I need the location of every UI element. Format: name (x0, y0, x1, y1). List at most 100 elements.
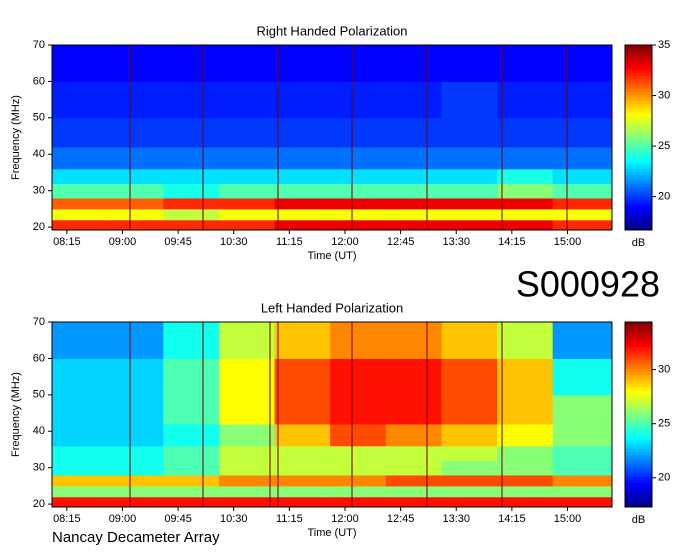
heat-cell (497, 197, 554, 210)
colorbar-slice (625, 371, 652, 375)
heat-cell (274, 423, 331, 447)
heat-cell (385, 474, 442, 487)
heat-cell (552, 197, 613, 210)
colorbar-slice (625, 223, 652, 228)
x-tick-label: 09:45 (164, 513, 192, 525)
colorbar-tick-label: 30 (658, 89, 670, 101)
colorbar-slice (625, 359, 652, 363)
colorbar-slice (625, 69, 652, 74)
heat-cell (274, 146, 331, 170)
caption: Nancay Decameter Array (52, 529, 220, 546)
heat-cell (441, 146, 498, 170)
colorbar-tick-label: 25 (658, 140, 670, 152)
colorbar-slice (625, 436, 652, 440)
heat-cell (497, 485, 554, 498)
heat-cell (497, 496, 554, 508)
colorbar-slice (625, 214, 652, 219)
heat-cell (552, 485, 613, 498)
colorbar-slice (625, 476, 652, 480)
heat-cell (107, 197, 164, 210)
colorbar-slice (625, 383, 652, 388)
colorbar-slice (625, 162, 652, 166)
heat-cell (441, 168, 498, 184)
heat-cell (552, 208, 613, 221)
colorbar-slice (625, 91, 652, 95)
heat-cell (52, 445, 109, 461)
y-axis-label: Frequency (MHz) (10, 372, 22, 457)
x-tick-label: 11:15 (276, 236, 303, 248)
colorbar-slice (625, 196, 652, 200)
colorbar-tick-label: 20 (658, 472, 670, 484)
colorbar-slice (625, 143, 652, 148)
x-tick-label: 15:00 (554, 236, 582, 248)
heat-cell (497, 394, 554, 425)
heat-cell (552, 219, 613, 231)
heat-cell (107, 474, 164, 487)
heat-cell (552, 445, 613, 461)
heat-cell (552, 146, 613, 170)
colorbar-slice (625, 460, 652, 465)
heat-cell (52, 183, 109, 199)
colorbar-slice (625, 85, 652, 89)
x-tick-label: 11:15 (276, 513, 303, 525)
heat-cell (218, 81, 276, 119)
colorbar-slice (625, 112, 652, 117)
colorbar-slice (625, 488, 652, 493)
heat-cell (441, 460, 498, 476)
colorbar-slice (625, 448, 652, 452)
heat-cell (107, 322, 164, 359)
heat-cell (497, 445, 554, 461)
colorbar-slice (625, 470, 652, 474)
y-axis-label: Frequency (MHz) (10, 95, 22, 180)
heat-cell (441, 197, 498, 210)
heat-cell (218, 474, 276, 487)
heat-cell (385, 81, 442, 119)
colorbar-slice (625, 365, 652, 369)
colorbar-slice (625, 82, 652, 86)
heat-cell (107, 219, 164, 231)
colorbar-slice (625, 97, 652, 101)
colorbar-slice (625, 377, 652, 382)
heat-cell (552, 460, 613, 476)
colorbar-slice (625, 122, 652, 126)
heat-cell (163, 146, 220, 170)
colorbar-slice (625, 420, 652, 425)
heat-cell (552, 358, 613, 396)
heat-cell (107, 168, 164, 184)
heat-cell (218, 358, 276, 396)
colorbar-slice (625, 374, 652, 378)
heat-cell (552, 183, 613, 199)
heat-cell (330, 197, 387, 210)
colorbar-slice (625, 140, 652, 145)
heat-cell (52, 146, 109, 170)
heat-cell (385, 183, 442, 199)
heat-cell (163, 496, 220, 508)
heat-cell (441, 496, 498, 508)
y-tick-label: 70 (33, 39, 45, 51)
colorbar-slice (625, 429, 652, 434)
colorbar-slice (625, 503, 652, 508)
colorbar-slice (625, 202, 652, 206)
colorbar-slice (625, 149, 652, 154)
heat-cell (552, 423, 613, 447)
heat-cell (385, 445, 442, 461)
heat-cell (52, 322, 109, 359)
heat-cell (218, 197, 276, 210)
heat-cell (497, 322, 554, 359)
heat-cell (441, 183, 498, 199)
heat-cell (441, 219, 498, 231)
colorbar-slice (625, 193, 652, 197)
x-tick-label: 12:00 (331, 513, 359, 525)
colorbar-slice (625, 152, 652, 157)
heat-cell (274, 496, 331, 508)
y-tick-label: 70 (33, 316, 45, 328)
colorbar-slice (625, 466, 652, 471)
x-tick-label: 15:00 (554, 513, 582, 525)
y-tick-label: 40 (33, 148, 45, 160)
heat-cell (441, 208, 498, 221)
x-tick-label: 08:15 (53, 513, 81, 525)
heat-cell (330, 146, 387, 170)
colorbar-slice (625, 399, 652, 403)
colorbar-slice (625, 389, 652, 394)
colorbar-slice (625, 417, 652, 422)
